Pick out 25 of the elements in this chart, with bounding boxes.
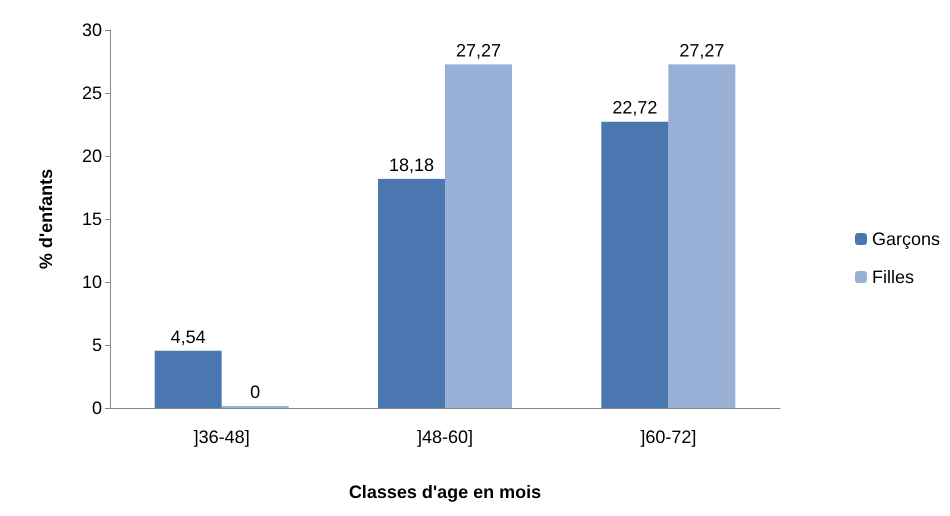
data-label: 22,72	[612, 98, 658, 118]
bar	[668, 64, 736, 408]
y-tick-label: 5	[92, 335, 102, 355]
y-tick-label: 15	[82, 209, 102, 229]
data-label: 4,54	[170, 326, 206, 347]
bar	[601, 122, 668, 408]
y-tick-label: 30	[82, 20, 102, 40]
x-tick-label: ]48-60]	[416, 427, 474, 447]
legend-label: Garçons	[872, 229, 940, 249]
y-tick-label: 20	[82, 146, 102, 166]
bar	[378, 178, 445, 408]
data-label: 18,18	[388, 154, 434, 175]
legend-label: Filles	[872, 267, 914, 287]
y-tick-label: 0	[92, 398, 102, 418]
data-label: 27,27	[679, 40, 724, 60]
x-tick-label: ]60-72]	[640, 427, 696, 447]
x-axis-title: Classes d'age en mois	[348, 482, 542, 502]
x-tick-label: ]36-48]	[194, 427, 250, 447]
y-tick-label: 10	[82, 272, 102, 292]
bar	[154, 350, 222, 408]
bar	[445, 64, 512, 408]
data-label: 27,27	[456, 40, 502, 60]
y-axis-title: % d'enfants	[36, 168, 56, 270]
y-tick-label: 25	[82, 83, 102, 103]
data-label: 0	[250, 382, 260, 402]
